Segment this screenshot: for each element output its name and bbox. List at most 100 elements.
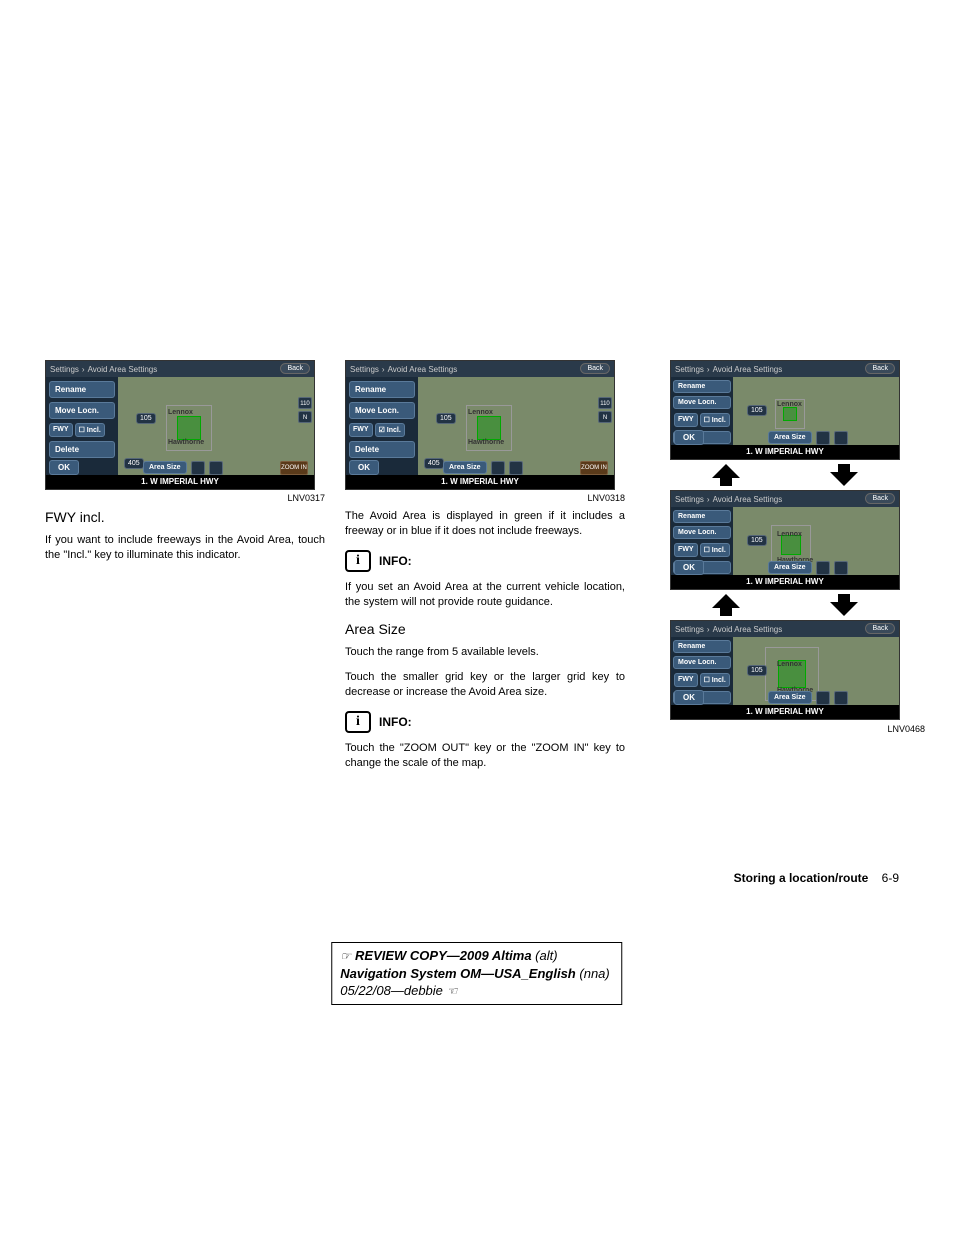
route-badge-105: 105 bbox=[747, 665, 767, 676]
incl-button[interactable]: ☐ Incl. bbox=[75, 423, 105, 437]
col2-p1: The Avoid Area is displayed in green if … bbox=[345, 509, 625, 540]
review-copy-label: REVIEW COPY— bbox=[355, 948, 460, 963]
arrow-up-icon bbox=[712, 464, 740, 486]
col2-p4: Touch the smaller grid key or the larger… bbox=[345, 670, 625, 701]
nav-screenshot-2: Settings › Avoid Area Settings Back Rena… bbox=[345, 360, 615, 490]
breadcrumb-prefix: Settings bbox=[675, 495, 704, 504]
map-label-hawthorne: Hawthorne bbox=[168, 439, 204, 446]
area-size-button[interactable]: Area Size bbox=[443, 461, 487, 474]
map-label-lennox: Lennox bbox=[777, 661, 802, 668]
area-size-button[interactable]: Area Size bbox=[143, 461, 187, 474]
stacked-screenshots: Settings›Avoid Area SettingsBack Rename … bbox=[645, 360, 925, 720]
map-label-lennox: Lennox bbox=[777, 401, 802, 408]
move-locn-button[interactable]: Move Locn. bbox=[49, 402, 115, 419]
compass-icon: N bbox=[298, 411, 312, 423]
nav-footer-text: 1. W IMPERIAL HWY bbox=[346, 475, 614, 489]
area-size-button[interactable]: Area Size bbox=[768, 431, 812, 444]
route-badge-110: 110 bbox=[298, 397, 312, 409]
route-badge-110: 110 bbox=[598, 397, 612, 409]
map-label-lennox: Lennox bbox=[777, 531, 802, 538]
col2-p5: Touch the "ZOOM OUT" key or the "ZOOM IN… bbox=[345, 741, 625, 772]
page-footer: Storing a location/route 6-9 bbox=[734, 871, 899, 885]
column-2: Settings › Avoid Area Settings Back Rena… bbox=[345, 360, 625, 782]
info-box-1: i INFO: bbox=[345, 550, 625, 572]
breadcrumb-text: Avoid Area Settings bbox=[713, 625, 783, 634]
incl-button[interactable]: ☐ Incl. bbox=[700, 413, 730, 427]
review-date-author: 05/22/08—debbie bbox=[340, 983, 443, 998]
fwy-button[interactable]: FWY bbox=[349, 423, 373, 437]
nav-footer-text: 1. W IMPERIAL HWY bbox=[46, 475, 314, 489]
grid-small-icon[interactable] bbox=[191, 461, 205, 475]
zoom-button[interactable]: ZOOM IN bbox=[580, 461, 608, 475]
grid-large-icon[interactable] bbox=[509, 461, 523, 475]
arrow-row-2 bbox=[712, 594, 858, 616]
col1-p1: If you want to include freeways in the A… bbox=[45, 533, 325, 564]
breadcrumb-text: Avoid Area Settings bbox=[388, 365, 458, 374]
info-label: INFO: bbox=[379, 554, 412, 568]
grid-large-icon[interactable] bbox=[834, 561, 848, 575]
grid-large-icon[interactable] bbox=[209, 461, 223, 475]
info-label: INFO: bbox=[379, 715, 412, 729]
ok-button[interactable]: OK bbox=[674, 560, 704, 575]
breadcrumb-prefix: Settings bbox=[675, 625, 704, 634]
caption-3: LNV0468 bbox=[645, 724, 925, 734]
rename-button[interactable]: Rename bbox=[673, 640, 731, 653]
grid-small-icon[interactable] bbox=[816, 561, 830, 575]
zoom-button[interactable]: ZOOM IN bbox=[280, 461, 308, 475]
rename-button[interactable]: Rename bbox=[349, 381, 415, 398]
ok-button[interactable]: OK bbox=[349, 460, 379, 475]
back-button[interactable]: Back bbox=[580, 363, 610, 374]
ok-button[interactable]: OK bbox=[49, 460, 79, 475]
delete-button[interactable]: Delete bbox=[349, 441, 415, 458]
grid-small-icon[interactable] bbox=[816, 691, 830, 705]
info-icon: i bbox=[345, 550, 371, 572]
review-copy-box: ☞REVIEW COPY—2009 Altima (alt) Navigatio… bbox=[331, 942, 622, 1005]
incl-button[interactable]: ☐ Incl. bbox=[700, 673, 730, 687]
area-size-heading: Area Size bbox=[345, 621, 625, 637]
arrow-down-icon bbox=[830, 464, 858, 486]
area-size-button[interactable]: Area Size bbox=[768, 691, 812, 704]
fwy-button[interactable]: FWY bbox=[674, 543, 698, 557]
map-label-lennox: Lennox bbox=[468, 409, 493, 416]
arrow-row-1 bbox=[712, 464, 858, 486]
back-button[interactable]: Back bbox=[865, 623, 895, 634]
rename-button[interactable]: Rename bbox=[49, 381, 115, 398]
back-button[interactable]: Back bbox=[280, 363, 310, 374]
caption-2: LNV0318 bbox=[345, 493, 625, 503]
column-1: Settings › Avoid Area Settings Back Rena… bbox=[45, 360, 325, 782]
fwy-button[interactable]: FWY bbox=[674, 673, 698, 687]
breadcrumb-text: Avoid Area Settings bbox=[713, 495, 783, 504]
grid-small-icon[interactable] bbox=[816, 431, 830, 445]
grid-large-icon[interactable] bbox=[834, 431, 848, 445]
breadcrumb-prefix: Settings bbox=[675, 365, 704, 374]
page-number: 6-9 bbox=[882, 871, 899, 885]
grid-small-icon[interactable] bbox=[491, 461, 505, 475]
incl-button[interactable]: ☐ Incl. bbox=[700, 543, 730, 557]
grid-large-icon[interactable] bbox=[834, 691, 848, 705]
ok-button[interactable]: OK bbox=[674, 430, 704, 445]
info-box-2: i INFO: bbox=[345, 711, 625, 733]
back-button[interactable]: Back bbox=[865, 493, 895, 504]
move-locn-button[interactable]: Move Locn. bbox=[673, 396, 731, 409]
ok-button[interactable]: OK bbox=[674, 690, 704, 705]
fwy-button[interactable]: FWY bbox=[674, 413, 698, 427]
fwy-button[interactable]: FWY bbox=[49, 423, 73, 437]
nav-breadcrumb: Settings › Avoid Area Settings Back bbox=[46, 361, 314, 377]
page-content: Settings › Avoid Area Settings Back Rena… bbox=[45, 360, 909, 782]
rename-button[interactable]: Rename bbox=[673, 380, 731, 393]
back-button[interactable]: Back bbox=[865, 363, 895, 374]
review-model: 2009 Altima bbox=[460, 948, 532, 963]
move-locn-button[interactable]: Move Locn. bbox=[349, 402, 415, 419]
info-icon: i bbox=[345, 711, 371, 733]
rename-button[interactable]: Rename bbox=[673, 510, 731, 523]
review-doc-title: Navigation System OM—USA_English bbox=[340, 966, 576, 981]
incl-button-on[interactable]: ☑ Incl. bbox=[375, 423, 405, 437]
arrow-down-icon bbox=[830, 594, 858, 616]
caption-1: LNV0317 bbox=[45, 493, 325, 503]
nav-footer-text: 1. W IMPERIAL HWY bbox=[671, 445, 899, 459]
area-size-button[interactable]: Area Size bbox=[768, 561, 812, 574]
delete-button[interactable]: Delete bbox=[49, 441, 115, 458]
move-locn-button[interactable]: Move Locn. bbox=[673, 656, 731, 669]
move-locn-button[interactable]: Move Locn. bbox=[673, 526, 731, 539]
nav-screenshot-3b: Settings›Avoid Area SettingsBack Rename … bbox=[670, 490, 900, 590]
